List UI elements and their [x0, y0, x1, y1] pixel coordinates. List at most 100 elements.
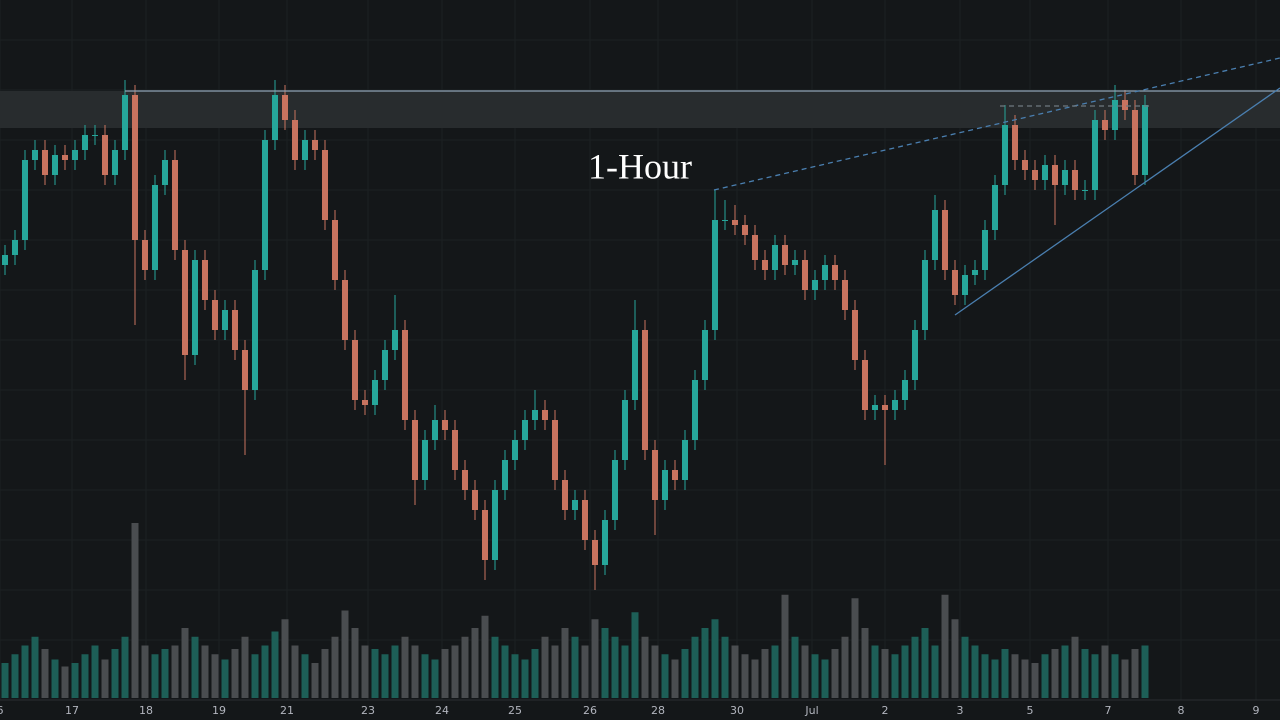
candle-body [1032, 170, 1038, 180]
volume-bar [171, 645, 179, 698]
volume-bar [451, 645, 459, 698]
volume-bar [1061, 645, 1069, 698]
volume-bar [701, 628, 709, 698]
volume-bar [931, 645, 939, 698]
candle-body [692, 380, 698, 440]
candle-body [662, 470, 668, 500]
volume-bar [741, 654, 749, 698]
zone-layer [0, 91, 1280, 128]
candle-body [862, 360, 868, 410]
x-axis: 617181921232425262830Jul235789 [0, 704, 1260, 717]
candle-body [992, 185, 998, 230]
volume-bar [41, 649, 49, 698]
candle-body [752, 235, 758, 260]
volume-bar [891, 654, 899, 698]
x-tick-label: 19 [212, 704, 226, 717]
candle-body [2, 255, 8, 265]
volume-bar [591, 619, 599, 698]
volume-bar [1001, 649, 1009, 698]
volume-bar [561, 628, 569, 698]
x-tick-label: 2 [882, 704, 889, 717]
candle-body [622, 400, 628, 460]
candle-body [832, 265, 838, 280]
volume-bar [71, 663, 79, 698]
candle-body [352, 340, 358, 400]
volume-bar [611, 636, 619, 698]
volume-bar [201, 645, 209, 698]
candle-body [242, 350, 248, 390]
x-tick-label: 26 [583, 704, 597, 717]
candle-body [592, 540, 598, 565]
candle-body [202, 260, 208, 300]
volume-bar [521, 659, 529, 698]
volume-bar [991, 659, 999, 698]
candle-layer [2, 80, 1148, 590]
volume-bar [251, 654, 259, 698]
volume-bar [901, 645, 909, 698]
volume-bar [211, 654, 219, 698]
volume-bar [1041, 654, 1049, 698]
volume-bar [161, 649, 169, 698]
volume-bar [961, 636, 969, 698]
volume-bar [551, 645, 559, 698]
candle-body [302, 140, 308, 160]
volume-bar [1021, 659, 1029, 698]
chart-title: 1-Hour [588, 146, 692, 186]
candle-body [1012, 125, 1018, 160]
volume-bar [141, 645, 149, 698]
candle-body [462, 470, 468, 490]
volume-bar [1101, 645, 1109, 698]
candle-body [582, 500, 588, 540]
volume-bar [781, 594, 789, 698]
volume-bar [601, 628, 609, 698]
candle-body [852, 310, 858, 360]
x-tick-label: 5 [1027, 704, 1034, 717]
candle-body [52, 155, 58, 175]
candle-body [912, 330, 918, 380]
volume-bar [801, 645, 809, 698]
candle-body [612, 460, 618, 520]
candle-body [162, 160, 168, 185]
volume-bar [911, 636, 919, 698]
candle-body [142, 240, 148, 270]
volume-bar [481, 615, 489, 698]
volume-bar [361, 645, 369, 698]
candle-body [132, 95, 138, 240]
volume-bar [471, 628, 479, 698]
candle-body [842, 280, 848, 310]
candle-body [682, 440, 688, 480]
volume-bar [1031, 663, 1039, 698]
volume-bar [541, 636, 549, 698]
candle-body [342, 280, 348, 340]
candle-body [1082, 190, 1088, 191]
volume-bar [1121, 659, 1129, 698]
volume-bar [571, 636, 579, 698]
candle-body [552, 420, 558, 480]
candle-body [422, 440, 428, 480]
volume-bar [431, 659, 439, 698]
candle-body [972, 270, 978, 275]
candle-body [722, 220, 728, 221]
candle-body [72, 150, 78, 160]
volume-bar [641, 636, 649, 698]
volume-bar [491, 636, 499, 698]
volume-bar [851, 598, 859, 698]
candle-body [1142, 105, 1148, 175]
x-tick-label: 9 [1253, 704, 1260, 717]
candle-body [322, 150, 328, 220]
volume-bar [581, 645, 589, 698]
volume-bar [791, 636, 799, 698]
candle-body [262, 140, 268, 270]
volume-bar [411, 645, 419, 698]
candle-body [292, 120, 298, 160]
grid [0, 0, 1280, 700]
volume-bar [241, 636, 249, 698]
x-tick-label: 8 [1178, 704, 1185, 717]
candle-body [232, 310, 238, 350]
candle-body [372, 380, 378, 405]
candle-body [1132, 110, 1138, 175]
candle-body [532, 410, 538, 420]
volume-bar [101, 659, 109, 698]
candle-body [92, 135, 98, 136]
